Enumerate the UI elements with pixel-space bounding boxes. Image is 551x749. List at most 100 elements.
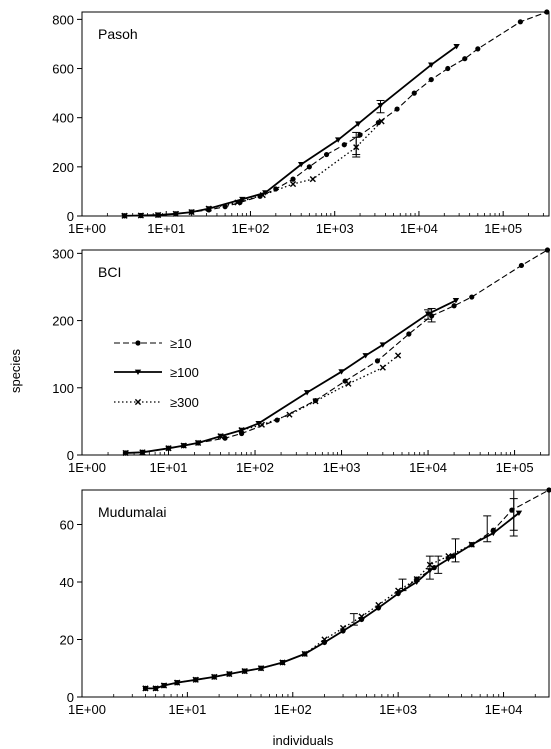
data-point xyxy=(234,199,241,206)
legend-marker xyxy=(135,340,141,346)
data-point xyxy=(290,176,296,182)
legend-label: ≥100 xyxy=(170,365,199,380)
data-point xyxy=(341,142,347,148)
data-point xyxy=(518,262,525,269)
data-point xyxy=(289,180,297,188)
x-axis-title: individuals xyxy=(273,733,334,748)
data-point xyxy=(544,247,551,253)
x-tick-label: 1E+03 xyxy=(379,702,417,717)
data-point xyxy=(452,298,460,304)
data-point xyxy=(509,507,515,513)
data-point xyxy=(154,211,162,219)
data-point xyxy=(546,487,551,493)
panel-title: Pasoh xyxy=(98,26,138,42)
x-tick-label: 1E+05 xyxy=(496,460,534,475)
series-ge300 xyxy=(121,118,385,219)
data-point xyxy=(468,541,475,548)
data-point xyxy=(515,510,523,516)
data-point xyxy=(122,449,129,457)
data-point xyxy=(238,427,245,434)
data-point xyxy=(258,421,265,428)
x-tick-label: 1E+01 xyxy=(150,460,188,475)
x-tick-label: 1E+02 xyxy=(236,460,274,475)
panels: 1E+00 1E+01 1E+02 1E+03 1E+04 1E+050200400600… xyxy=(52,9,551,717)
data-point xyxy=(205,205,212,212)
y-tick-label: 600 xyxy=(52,62,74,77)
data-point xyxy=(445,65,451,72)
data-point xyxy=(517,19,523,25)
series-line xyxy=(125,354,399,454)
y-tick-label: 100 xyxy=(52,381,74,396)
legend-item-ge300: ≥300 xyxy=(114,395,199,410)
panel-bci: 1E+00 1E+01 1E+02 1E+03 1E+04 1E+05 0 100 200 300… xyxy=(52,246,551,475)
data-point xyxy=(334,137,342,143)
data-point xyxy=(445,553,452,560)
y-tick-label: 0 xyxy=(67,690,74,705)
data-point xyxy=(180,442,187,449)
y-tick-label: 400 xyxy=(52,111,74,126)
error-bar xyxy=(509,498,518,537)
data-point xyxy=(375,601,382,609)
data-point xyxy=(121,212,128,219)
series-ge300 xyxy=(122,352,402,457)
x-tick-label: 1E+02 xyxy=(231,221,269,236)
data-point xyxy=(374,358,381,364)
data-point xyxy=(139,449,146,456)
data-point xyxy=(222,435,228,441)
series-ge100 xyxy=(121,44,460,219)
data-point xyxy=(160,682,168,689)
data-point xyxy=(358,613,365,620)
error-bar xyxy=(376,99,385,114)
data-point xyxy=(413,576,420,583)
series-ge10 xyxy=(121,9,550,219)
series-ge300 xyxy=(142,541,475,692)
data-point xyxy=(428,76,434,83)
data-point xyxy=(395,587,402,594)
series-line xyxy=(124,45,458,217)
series-ge100 xyxy=(142,510,523,692)
data-point xyxy=(338,369,345,375)
panel-title: BCI xyxy=(98,264,121,280)
error-bar xyxy=(398,578,407,592)
data-point xyxy=(394,106,400,112)
y-tick-label: 40 xyxy=(60,575,74,590)
x-tick-label: 1E+01 xyxy=(168,702,206,717)
data-point xyxy=(172,210,179,217)
x-tick-label: 1E+04 xyxy=(485,702,523,717)
data-point xyxy=(142,685,149,692)
data-point xyxy=(306,164,312,170)
data-point xyxy=(379,364,386,371)
y-tick-label: 0 xyxy=(67,209,74,224)
data-point xyxy=(323,151,330,158)
data-point xyxy=(354,121,362,127)
series-line xyxy=(145,544,473,690)
x-tick-label: 1E+05 xyxy=(484,221,522,236)
x-tick-label: 1E+00 xyxy=(68,702,106,717)
data-point xyxy=(321,636,328,643)
legend-item-ge10: ≥10 xyxy=(114,336,192,351)
series-line xyxy=(145,512,520,690)
data-point xyxy=(137,212,144,219)
data-point xyxy=(469,294,475,300)
x-tick-label: 1E+03 xyxy=(323,460,361,475)
panel-pasoh: 1E+00 1E+01 1E+02 1E+03 1E+04 1E+05 0 200 400 600… xyxy=(52,9,550,236)
x-tick-label: 1E+01 xyxy=(147,221,185,236)
error-bar xyxy=(434,555,443,574)
plot-frame xyxy=(81,489,550,698)
legend-marker xyxy=(134,369,142,375)
data-point xyxy=(451,303,457,309)
data-point xyxy=(357,132,363,138)
y-tick-label: 200 xyxy=(52,314,74,329)
x-tick-label: 1E+03 xyxy=(316,221,354,236)
data-point xyxy=(165,445,172,452)
legend-label: ≥10 xyxy=(170,336,192,351)
x-tick-label: 1E+04 xyxy=(409,460,447,475)
data-point xyxy=(286,411,293,418)
data-point xyxy=(259,192,266,199)
data-point xyxy=(274,417,280,423)
series-line xyxy=(125,299,457,454)
data-point xyxy=(394,352,402,359)
plot-frame xyxy=(81,249,550,456)
y-tick-label: 0 xyxy=(67,448,74,463)
